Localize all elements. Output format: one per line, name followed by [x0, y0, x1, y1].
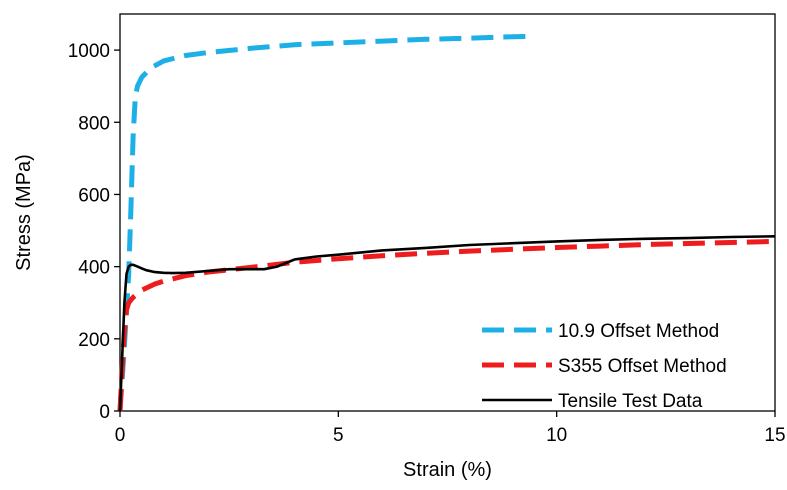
- series-line-3: [118, 235, 776, 412]
- x-tick-label-2: 10: [546, 425, 567, 446]
- x-axis-title: Strain (%): [403, 459, 492, 481]
- legend-label-1: 10.9 Offset Method: [558, 321, 719, 342]
- y-tick-label-1: 200: [78, 330, 110, 351]
- series-line-1: [117, 33, 531, 412]
- x-tick-label-1: 5: [333, 425, 344, 446]
- y-tick-label-0: 0: [99, 402, 110, 423]
- x-tick-label-3: 15: [764, 425, 785, 446]
- legend-label-2: S355 Offset Method: [558, 356, 727, 377]
- legend: 10.9 Offset Method S355 Offset Method Tens…: [482, 321, 727, 412]
- plot-area: [119, 13, 776, 412]
- y-tick-label-4: 800: [78, 113, 110, 134]
- axes-layer: 0 5 10 15 0 200 400 600 800 1000: [68, 41, 786, 446]
- y-tick-label-3: 600: [78, 185, 110, 206]
- series-layer: [117, 33, 776, 412]
- y-axis-title: Stress (MPa): [13, 154, 35, 271]
- legend-label-3: Tensile Test Data: [558, 391, 703, 412]
- series-line-2: [117, 238, 776, 412]
- x-tick-label-0: 0: [115, 425, 126, 446]
- y-tick-label-2: 400: [78, 258, 110, 279]
- plot-frame: [119, 13, 776, 412]
- y-tick-label-5: 1000: [68, 41, 110, 62]
